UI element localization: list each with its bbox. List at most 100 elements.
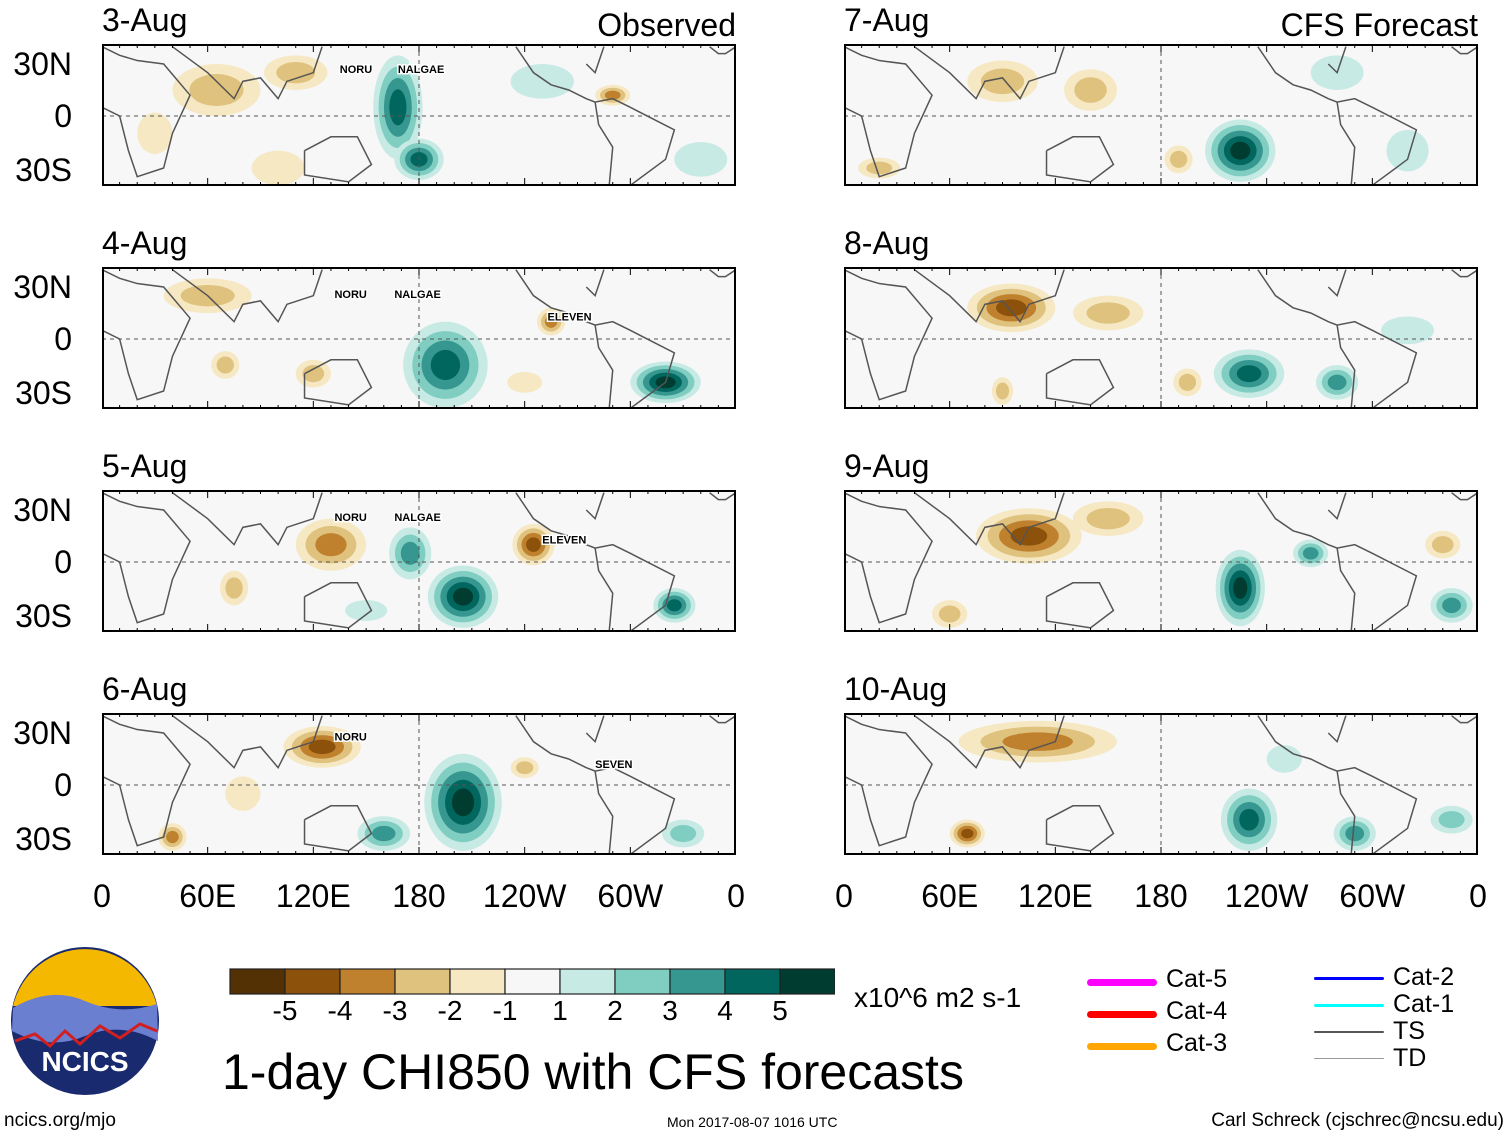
footer-right: Carl Schreck (cjschrec@ncsu.edu)	[1211, 1110, 1504, 1131]
anomaly-contour	[1266, 745, 1302, 773]
map-frame	[102, 713, 736, 855]
lat-label: 30S	[15, 375, 72, 411]
coastline	[594, 548, 614, 632]
anomaly-contour	[225, 776, 261, 811]
anomaly-contour	[389, 89, 407, 126]
anomaly-contour	[302, 365, 325, 383]
lon-label: 120W	[1224, 878, 1309, 914]
legend-line-cat-4	[1087, 1011, 1157, 1018]
lon-label: 0	[727, 878, 745, 914]
anomaly-contour	[189, 74, 244, 106]
colorbar	[229, 968, 835, 995]
anomaly-contour	[1074, 77, 1107, 103]
panel-date: 10-Aug	[844, 671, 948, 707]
coastline	[709, 46, 736, 55]
coastline	[844, 714, 933, 847]
legend-line-cat-1	[1314, 1004, 1384, 1007]
coastline	[1336, 102, 1356, 186]
anomaly-contour	[667, 599, 682, 612]
anomaly-contour	[1086, 508, 1130, 530]
lon-label: 60E	[179, 878, 237, 914]
anomaly-contour	[430, 349, 461, 381]
coastline	[1336, 771, 1356, 855]
coastline	[1045, 359, 1115, 406]
coastline	[594, 325, 614, 409]
coastline	[1327, 46, 1347, 75]
coastline	[102, 45, 191, 178]
anomaly-contour	[1169, 150, 1188, 168]
legend-label: TS	[1393, 1017, 1425, 1045]
coastline	[1327, 269, 1347, 298]
anomaly-map: NORU NALGAE	[102, 44, 736, 186]
coastline	[844, 268, 933, 401]
lat-label: 0	[54, 321, 72, 357]
coastline	[1327, 715, 1347, 744]
lon-label: 60W	[597, 878, 664, 914]
anomaly-contour	[1431, 536, 1454, 554]
colorbar-label: -2	[437, 995, 463, 1026]
anomaly-contour	[1178, 373, 1197, 391]
anomaly-contour	[515, 761, 534, 775]
anomaly-contour	[1386, 129, 1429, 172]
map-frame	[102, 490, 736, 632]
lat-label: 30S	[15, 152, 72, 188]
storm-label: NORU	[334, 731, 366, 743]
colorbar-swatch	[779, 968, 835, 995]
map-frame	[844, 713, 1478, 855]
anomaly-contour	[400, 541, 420, 565]
storm-label: NALGAE	[394, 289, 440, 301]
legend-line-ts	[1314, 1031, 1384, 1033]
anomaly-contour	[995, 382, 1010, 400]
coastline	[913, 715, 1065, 770]
legend-line-cat-3	[1087, 1043, 1157, 1050]
anomaly-contour	[510, 64, 574, 99]
legend-label: TD	[1393, 1044, 1427, 1072]
lat-label: 30S	[15, 821, 72, 857]
anomaly-map: NORU NALGAE ELEVEN	[102, 490, 736, 632]
coastline	[303, 359, 373, 406]
colorbar-label: 5	[772, 995, 788, 1026]
coastline	[1451, 269, 1478, 278]
colorbar-swatch	[669, 968, 726, 995]
lon-label: 0	[93, 878, 111, 914]
anomaly-map	[844, 490, 1478, 632]
anomaly-contour	[674, 142, 728, 177]
coastline	[303, 805, 373, 852]
colorbar-unit: x10^6 m2 s-1	[854, 982, 1022, 1013]
coastline	[171, 492, 323, 547]
coastline	[585, 269, 605, 298]
anomaly-contour	[276, 62, 316, 84]
lon-label: 120E	[275, 878, 351, 914]
storm-label: NORU	[340, 64, 372, 76]
storm-label: NALGAE	[394, 512, 440, 524]
anomaly-contour	[866, 161, 893, 175]
coastline	[102, 714, 191, 847]
coastline	[594, 102, 614, 186]
storm-label: ELEVEN	[548, 311, 592, 323]
anomaly-contour	[451, 788, 475, 817]
anomaly-contour	[544, 315, 558, 328]
colorbar-swatch	[339, 968, 396, 995]
coastline	[515, 46, 676, 186]
colorbar-swatch	[504, 968, 561, 995]
anomaly-contour	[1086, 302, 1130, 324]
coastline	[515, 269, 676, 409]
lon-label: 120E	[1017, 878, 1093, 914]
panel-date: 6-Aug	[102, 671, 188, 707]
anomaly-contour	[315, 533, 347, 557]
map-frame	[102, 267, 736, 409]
map-frame	[844, 44, 1478, 186]
coastline	[709, 715, 736, 724]
coastline	[1045, 805, 1115, 852]
anomaly-contour	[225, 577, 243, 599]
anomaly-contour	[507, 371, 543, 393]
legend-label: Cat-1	[1393, 990, 1455, 1018]
panel-date: 8-Aug	[844, 225, 930, 261]
anomaly-contour	[980, 68, 1025, 95]
anomaly-contour	[137, 112, 173, 155]
anomaly-contour	[526, 537, 541, 552]
colorbar-label: -4	[327, 995, 353, 1026]
coastline	[303, 136, 373, 183]
coastline	[1045, 582, 1115, 629]
coastline	[171, 46, 323, 101]
